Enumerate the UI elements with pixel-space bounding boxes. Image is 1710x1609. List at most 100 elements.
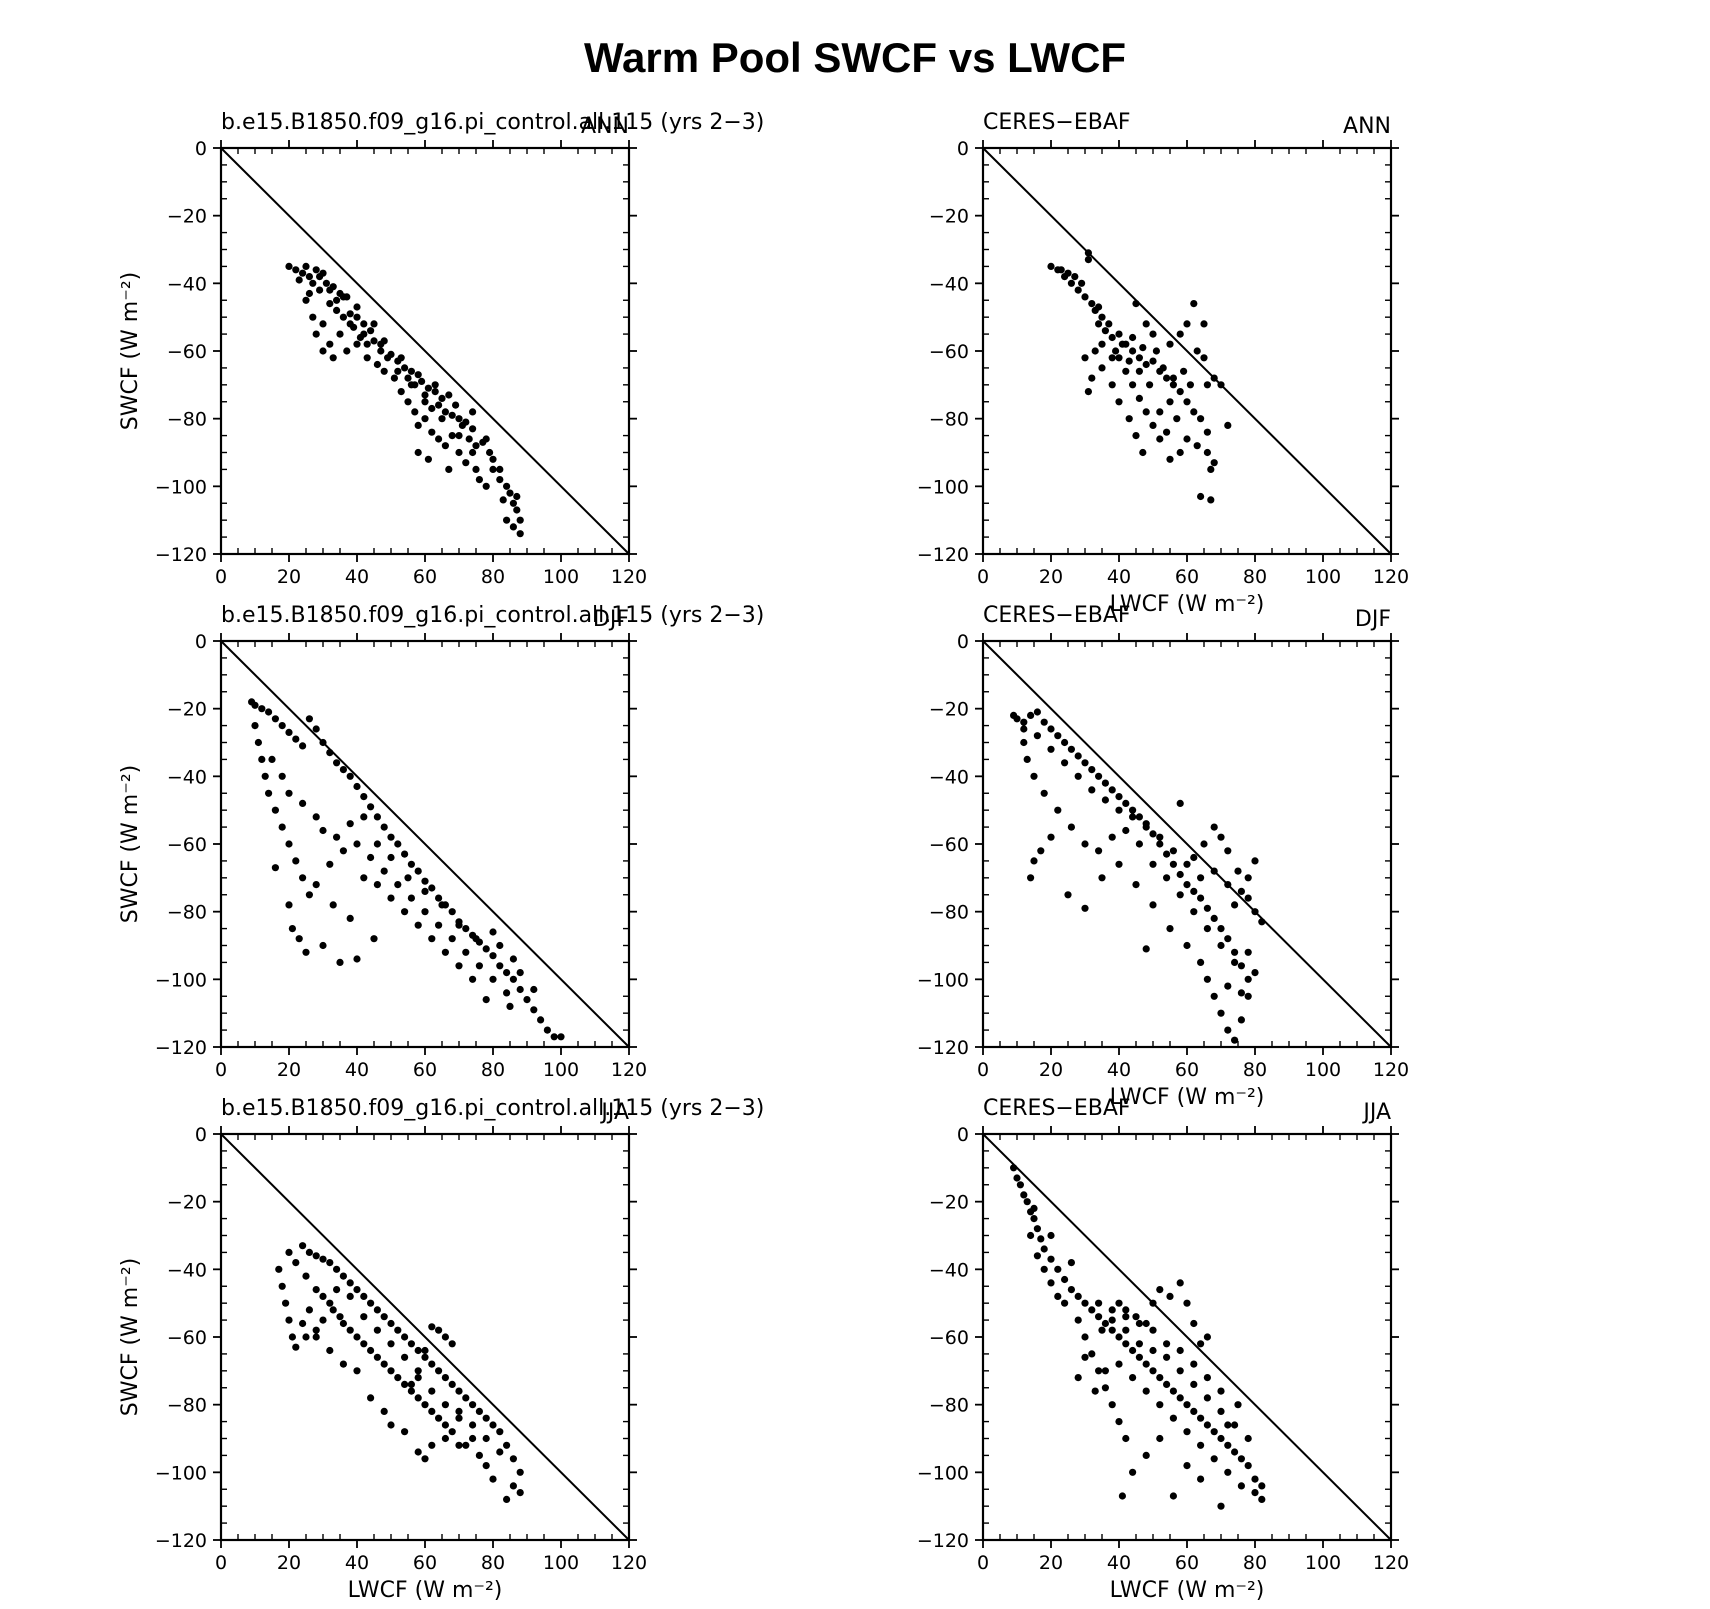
- data-point: [435, 401, 443, 409]
- data-point: [333, 759, 341, 767]
- data-point: [421, 1401, 429, 1409]
- y-tick-label: −100: [917, 969, 969, 991]
- x-tick-label: 40: [1107, 566, 1131, 588]
- data-point: [1163, 374, 1171, 382]
- data-point: [397, 354, 405, 362]
- panel-right-label: ANN: [1343, 114, 1391, 139]
- x-tick-label: 40: [345, 1552, 369, 1574]
- data-point: [339, 293, 347, 301]
- data-point: [1122, 826, 1130, 835]
- data-point: [1027, 711, 1035, 720]
- data-point: [1258, 918, 1266, 926]
- data-point: [1237, 1016, 1245, 1024]
- x-tick-label: 0: [215, 566, 227, 588]
- data-point: [1129, 813, 1137, 821]
- data-point: [414, 448, 422, 457]
- data-point: [431, 381, 439, 389]
- data-point: [1135, 1353, 1143, 1361]
- data-point: [339, 313, 347, 321]
- data-point: [441, 408, 449, 416]
- x-tick-label: 40: [1107, 1059, 1131, 1081]
- data-point: [1217, 1407, 1225, 1415]
- data-point: [373, 881, 381, 889]
- data-point: [394, 1326, 402, 1334]
- data-point: [441, 1374, 449, 1382]
- data-point: [1084, 256, 1092, 264]
- data-point: [1098, 874, 1106, 882]
- data-point: [292, 1343, 300, 1351]
- data-point: [401, 850, 409, 858]
- data-point: [1129, 1468, 1137, 1476]
- data-point: [1101, 1384, 1109, 1392]
- data-point: [319, 347, 327, 355]
- data-point: [455, 1387, 463, 1395]
- panel-right-label: JJA: [599, 1100, 629, 1125]
- x-tick-label: 20: [1039, 1059, 1063, 1081]
- data-point: [343, 347, 351, 355]
- data-point: [448, 432, 456, 440]
- data-point: [305, 273, 313, 281]
- x-tick-label: 20: [1039, 566, 1063, 588]
- data-point: [462, 948, 470, 956]
- data-point: [1207, 496, 1215, 504]
- data-point: [370, 337, 378, 345]
- y-tick-label: 0: [195, 1124, 207, 1146]
- data-point: [380, 1313, 388, 1321]
- data-point: [482, 1434, 490, 1443]
- data-point: [353, 1333, 361, 1341]
- data-point: [489, 975, 497, 983]
- data-point: [1237, 1455, 1245, 1463]
- data-point: [1237, 1482, 1245, 1490]
- data-point: [333, 1286, 341, 1294]
- data-point: [469, 448, 477, 457]
- x-tick-label: 120: [1373, 566, 1409, 588]
- data-point: [1023, 1198, 1031, 1206]
- data-point: [435, 435, 443, 443]
- data-point: [462, 1441, 470, 1449]
- data-point: [1108, 1316, 1116, 1324]
- data-point: [1010, 1164, 1018, 1172]
- data-point: [506, 1002, 514, 1011]
- data-point: [380, 367, 388, 375]
- data-point: [1122, 1306, 1130, 1314]
- data-point: [1217, 1009, 1225, 1017]
- data-point: [261, 772, 269, 780]
- data-point: [360, 793, 368, 801]
- panel-right-label: DJF: [1355, 607, 1391, 632]
- data-point: [377, 340, 385, 348]
- data-point: [1183, 435, 1191, 443]
- y-tick-label: −100: [917, 476, 969, 498]
- data-point: [1033, 1225, 1041, 1233]
- x-tick-label: 60: [1175, 1552, 1199, 1574]
- data-point: [428, 884, 436, 892]
- data-point: [353, 313, 361, 321]
- data-point: [482, 482, 490, 490]
- x-tick-label: 100: [543, 1059, 579, 1081]
- data-point: [1237, 989, 1245, 997]
- data-point: [302, 296, 310, 304]
- data-point: [401, 1428, 409, 1436]
- data-point: [316, 286, 324, 294]
- data-point: [1251, 1475, 1259, 1483]
- data-point: [1200, 354, 1208, 362]
- data-point: [455, 432, 463, 440]
- data-point: [1173, 415, 1181, 423]
- data-point: [1166, 925, 1174, 933]
- data-point: [265, 708, 273, 716]
- data-point: [1084, 249, 1092, 257]
- data-point: [302, 1272, 310, 1280]
- data-point: [1054, 1265, 1062, 1273]
- data-point: [1129, 1346, 1137, 1355]
- data-point: [1203, 975, 1211, 983]
- data-point: [1197, 894, 1205, 902]
- data-point: [1122, 1340, 1130, 1348]
- y-tick-label: −60: [929, 1327, 969, 1349]
- x-tick-label: 20: [1039, 1552, 1063, 1574]
- data-point: [373, 840, 381, 848]
- data-point: [1054, 1292, 1062, 1300]
- data-point: [299, 799, 307, 808]
- data-point: [428, 935, 436, 943]
- data-point: [1193, 442, 1201, 450]
- data-point: [1081, 840, 1089, 848]
- data-point: [316, 273, 324, 281]
